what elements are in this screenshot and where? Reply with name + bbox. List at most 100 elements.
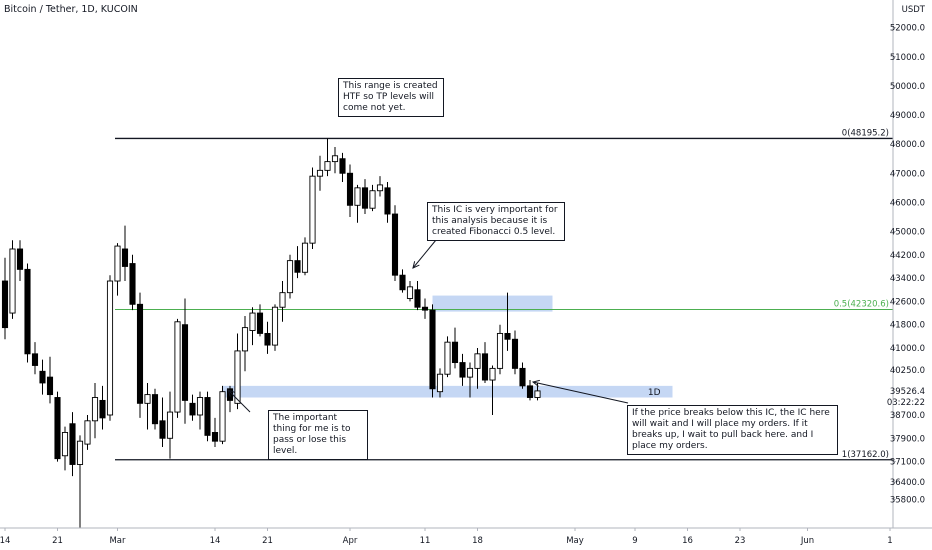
- time-tick-label: 18: [472, 536, 483, 546]
- candle-body: [496, 332, 504, 369]
- zone-label: 1D: [648, 388, 661, 398]
- candle-body: [9, 248, 16, 314]
- candle-body: [511, 338, 519, 369]
- price-tick-label: 35800.0: [890, 495, 925, 505]
- candle-body: [286, 260, 294, 294]
- candle-body: [264, 332, 271, 346]
- candle-body: [316, 169, 324, 177]
- candle-body: [489, 367, 496, 381]
- candle-body: [69, 423, 76, 465]
- time-tick-label: 21: [262, 536, 273, 546]
- candle-body: [136, 303, 144, 404]
- price-tick-label: 40250.0: [890, 366, 925, 376]
- annotation-htf-range[interactable]: This range is created HTF so TP levels w…: [338, 78, 444, 117]
- candle-body: [151, 394, 159, 425]
- price-tick-label: 43400.0: [890, 274, 925, 284]
- price-tick-label: 52000.0: [890, 24, 925, 34]
- candle-body: [331, 155, 339, 163]
- annotation-ic-fib[interactable]: This IC is very important for this analy…: [427, 202, 565, 241]
- candle-body: [526, 385, 534, 398]
- arrow-to-current: [532, 381, 629, 404]
- candle-body: [279, 292, 286, 308]
- candle-body: [16, 248, 24, 270]
- candle-body: [369, 190, 376, 209]
- candle-body: [84, 420, 91, 445]
- price-tick-label: 44200.0: [890, 251, 925, 261]
- candle-body: [99, 399, 106, 419]
- price-tick-label: 50000.0: [890, 82, 925, 92]
- price-tick-label: 45000.0: [890, 228, 925, 238]
- candle-body: [166, 411, 174, 439]
- candle-body: [121, 248, 129, 267]
- time-tick-label: 16: [682, 536, 693, 546]
- candle-body: [324, 161, 331, 171]
- price-tick-label: 42600.0: [890, 297, 925, 307]
- candle-body: [481, 353, 489, 381]
- candle-body: [504, 332, 511, 340]
- candle-body: [241, 327, 249, 352]
- price-tick-label: 46000.0: [890, 198, 925, 208]
- time-tick-label: Apr: [343, 536, 358, 546]
- time-tick-label: Mar: [109, 536, 126, 546]
- candle-body: [114, 245, 121, 282]
- candle-body: [31, 353, 39, 366]
- time-tick-label: 21: [52, 536, 63, 546]
- candle-body: [436, 373, 444, 393]
- candle-body: [474, 353, 481, 369]
- candle-body: [46, 376, 54, 396]
- price-tick-label: 41000.0: [890, 344, 925, 354]
- chart-title: Bitcoin / Tether, 1D, KUCOIN: [4, 4, 138, 15]
- arrow-to-ic-head: [412, 261, 420, 269]
- candle-body: [519, 367, 526, 387]
- annotation-breakout-plan[interactable]: If the price breaks below this IC, the I…: [627, 405, 838, 455]
- price-tick-label: 47000.0: [890, 169, 925, 179]
- candle-body: [361, 187, 369, 209]
- candle-body: [211, 432, 219, 442]
- candle-body: [106, 280, 114, 416]
- time-tick-label: 23: [735, 536, 746, 546]
- candle-body: [219, 391, 226, 442]
- candle-body: [354, 187, 361, 206]
- time-tick-label: 14: [210, 536, 221, 546]
- time-tick-label: May: [566, 536, 584, 546]
- candle-body: [174, 321, 181, 413]
- candle-body: [24, 268, 31, 355]
- candle-body: [234, 350, 241, 404]
- candle-body: [399, 274, 406, 291]
- candle-body: [204, 397, 211, 436]
- time-tick-label: 11: [420, 536, 431, 546]
- candle-body: [346, 172, 354, 206]
- candle-body: [249, 312, 256, 331]
- candle-body: [54, 397, 61, 460]
- current-price-box: [894, 384, 932, 409]
- candle-body: [391, 213, 399, 276]
- candle-body: [384, 187, 391, 215]
- price-tick-label: 38700.0: [890, 411, 925, 421]
- fib-level-label: 1(37162.0): [842, 450, 889, 460]
- price-tick-label: 49000.0: [890, 111, 925, 121]
- ic-zone-lower: [222, 385, 673, 398]
- candle-body: [1, 280, 9, 329]
- time-tick-label: Jun: [800, 536, 814, 546]
- candle-body: [129, 263, 136, 305]
- candle-body: [451, 341, 459, 364]
- candle-body: [414, 289, 421, 308]
- price-tick-label: 37100.0: [890, 458, 925, 468]
- candle-body: [159, 420, 166, 439]
- candle-body: [466, 367, 474, 378]
- price-tick-label: 51000.0: [890, 53, 925, 63]
- candle-body: [61, 432, 69, 457]
- annotation-pass-lose-level[interactable]: The important thing for me is to pass or…: [268, 410, 368, 460]
- candle-body: [339, 158, 346, 174]
- fib-level-label: 0(48195.2): [842, 128, 889, 138]
- currency-label: USDT: [902, 5, 926, 15]
- ic-zone-upper: [432, 295, 553, 312]
- arrow-to-level-head: [227, 389, 235, 397]
- candle-body: [271, 306, 279, 346]
- arrow-to-ic: [412, 239, 437, 269]
- countdown-label: 03:22:22: [887, 398, 925, 408]
- candle-body: [144, 394, 151, 404]
- candle-body: [189, 402, 196, 416]
